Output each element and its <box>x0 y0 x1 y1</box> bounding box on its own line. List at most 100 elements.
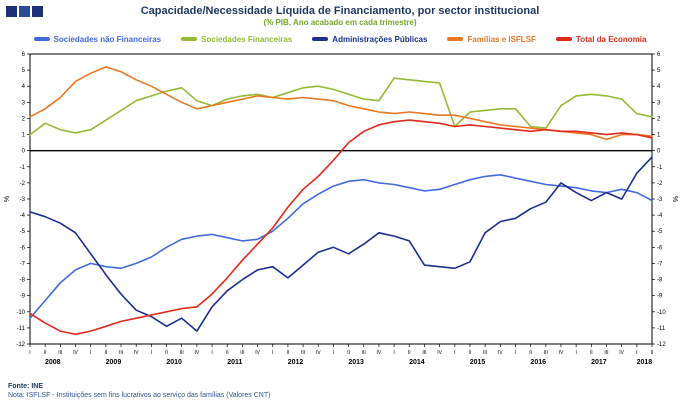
legend-item-1: Sociedades não Financeiras <box>33 34 162 44</box>
y-axis-tick-label-right: -5 <box>657 229 663 235</box>
chart-footer: Fonte: INE Nota: ISFLSF - Instituições s… <box>0 382 680 401</box>
x-axis-quarter-label: IV <box>134 350 139 356</box>
x-axis-quarter-label: III <box>604 350 608 356</box>
x-axis-quarter-label: I <box>272 350 273 356</box>
x-axis-quarter-label: I <box>515 350 516 356</box>
legend-label: Administrações Públicas <box>332 34 428 44</box>
legend-label: Sociedades Financeiras <box>201 34 293 44</box>
legend-label: Total da Economia <box>575 34 647 44</box>
x-axis-quarter-label: II <box>469 350 472 356</box>
chart-area: -12 -12 -11 -11 -10 -10 -9 -9 -8 -8 -7 -7 -6 -6 -5 -5 -4… <box>0 48 680 380</box>
y-axis-tick-label-right: 1 <box>657 133 661 139</box>
x-axis-quarter-label: III <box>422 350 426 356</box>
legend-line-marker-icon <box>33 37 50 41</box>
y-axis-tick-label-right: -6 <box>657 245 663 251</box>
x-axis-quarter-label: III <box>362 350 366 356</box>
x-axis-quarter-label: IV <box>377 350 382 356</box>
legend-item-4: Famílias e ISFLSF <box>447 34 536 44</box>
x-axis-year-label: 2013 <box>348 359 364 366</box>
logo-square-icon <box>32 6 43 17</box>
chart-header: Capacidade/Necessidade Líquida de Financ… <box>0 0 680 27</box>
y-axis-tick-label-left: -8 <box>20 278 26 284</box>
x-axis-quarter-label: II <box>408 350 411 356</box>
footnote: Nota: ISFLSF - Instituições sem fins luc… <box>8 392 271 400</box>
y-axis-tick-label-right: 3 <box>657 100 661 106</box>
legend-item-3: Administrações Públicas <box>312 35 427 44</box>
y-axis-tick-label-left: 5 <box>22 68 26 74</box>
y-axis-tick-label-left: -5 <box>20 229 26 235</box>
x-axis-quarter-label: III <box>58 350 62 356</box>
x-axis-quarter-label: I <box>211 350 212 356</box>
chart-subtitle: (% PIB, Ano acabado em cada trimestre) <box>263 18 417 27</box>
x-axis-quarter-label: II <box>226 350 229 356</box>
x-axis-quarter-label: I <box>454 350 455 356</box>
x-axis-quarter-label: I <box>151 350 152 356</box>
x-axis-year-label: 2012 <box>288 359 304 366</box>
x-axis-quarter-label: I <box>393 350 394 356</box>
y-axis-tick-label-left: -4 <box>20 213 26 219</box>
legend-line-marker-icon <box>181 37 198 41</box>
y-axis-tick-label-left: -12 <box>16 342 25 348</box>
y-axis-tick-label-left: -3 <box>20 197 26 203</box>
y-axis-title-right: % <box>671 196 678 202</box>
x-axis-quarter-label: IV <box>195 350 200 356</box>
x-axis-year-label: 2017 <box>591 359 607 366</box>
y-axis-tick-label-left: -11 <box>17 326 26 332</box>
y-axis-tick-label-right: 6 <box>657 52 661 58</box>
y-axis-tick-label-right: -4 <box>657 213 663 219</box>
y-axis-tick-label-left: 6 <box>22 52 26 58</box>
x-axis-quarter-label: III <box>544 350 548 356</box>
y-axis-tick-label-right: -10 <box>657 310 666 316</box>
line-chart: -12 -12-11 -11-10 -10-9 -9-8 -8-7 -7-6 -6-5 -5-4… <box>4 52 678 366</box>
y-axis-title-left: % <box>4 196 11 202</box>
series-line-1 <box>29 174 653 320</box>
y-axis-tick-label-right: 4 <box>657 84 661 90</box>
y-axis-tick-label-right: -1 <box>657 165 663 171</box>
x-axis-quarter-label: IV <box>619 350 624 356</box>
y-axis-tick-label-right: -2 <box>657 181 663 187</box>
y-axis-tick-label-left: 2 <box>22 116 26 122</box>
x-axis-quarter-label: II <box>104 350 107 356</box>
y-axis-tick-label-right: -8 <box>657 278 663 284</box>
legend-label: Sociedades não Financeiras <box>53 34 162 44</box>
x-axis-quarter-label: I <box>575 350 576 356</box>
ine-logo <box>6 6 43 17</box>
y-axis-tick-label-right: 2 <box>657 116 661 122</box>
x-axis-quarter-label: II <box>165 350 168 356</box>
x-axis-quarter-label: III <box>301 350 305 356</box>
y-axis-tick-label-left: 3 <box>22 100 26 106</box>
y-axis-tick-label-right: -9 <box>657 294 663 300</box>
y-axis-tick-label-left: -10 <box>16 310 25 316</box>
x-axis-quarter-label: II <box>44 350 47 356</box>
x-axis-quarter-label: IV <box>559 350 564 356</box>
y-axis-tick-label-left: -9 <box>20 294 26 300</box>
x-axis-quarter-label: I <box>90 350 91 356</box>
legend-item-5: Total da Economia <box>555 34 647 44</box>
x-axis-year-label: 2018 <box>637 359 653 366</box>
y-axis-tick-label-left: -7 <box>20 261 26 267</box>
y-axis-tick-label-left: -2 <box>20 181 26 187</box>
series-line-5 <box>29 119 653 336</box>
y-axis-tick-label-right: -7 <box>657 261 663 267</box>
x-axis-year-label: 2008 <box>45 359 61 366</box>
legend-line-marker-icon <box>447 37 464 41</box>
logo-square-icon <box>6 6 17 17</box>
chart-legend: Sociedades não Financeiras Sociedades Fin… <box>0 32 680 46</box>
x-axis-year-label: 2014 <box>409 359 425 366</box>
x-axis-quarter-label: II <box>287 350 290 356</box>
x-axis-quarter-label: III <box>483 350 487 356</box>
x-axis-year-label: 2009 <box>106 359 122 366</box>
legend-label: Famílias e ISFLSF <box>467 34 536 44</box>
y-axis-tick-label-left: -1 <box>20 165 26 171</box>
x-axis-quarter-label: I <box>29 350 30 356</box>
source-note: Fonte: INE <box>8 383 43 390</box>
x-axis-quarter-label: IV <box>255 350 260 356</box>
x-axis-quarter-label: IV <box>73 350 78 356</box>
x-axis-quarter-label: III <box>240 350 244 356</box>
x-axis-quarter-label: III <box>180 350 184 356</box>
y-axis-tick-label-left: -6 <box>20 245 26 251</box>
x-axis-quarter-label: II <box>590 350 593 356</box>
series-line-2 <box>29 77 653 136</box>
x-axis-quarter-label: I <box>636 350 637 356</box>
x-axis-quarter-label: II <box>651 350 654 356</box>
